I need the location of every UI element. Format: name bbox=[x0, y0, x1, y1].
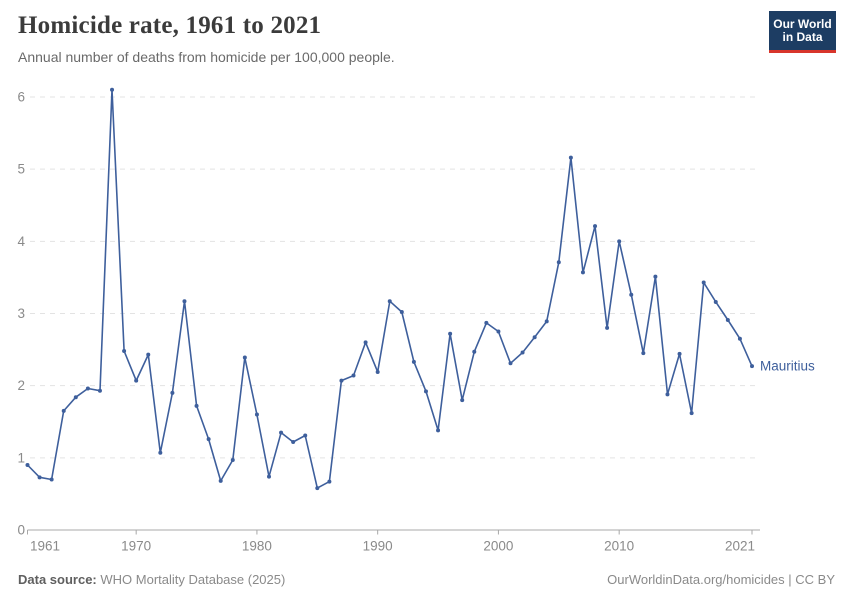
data-point bbox=[387, 299, 392, 304]
data-point bbox=[254, 412, 259, 417]
data-point bbox=[653, 274, 658, 279]
data-point bbox=[689, 411, 694, 416]
data-point bbox=[303, 433, 308, 438]
data-point bbox=[544, 319, 549, 324]
data-point bbox=[750, 364, 754, 369]
data-point bbox=[351, 373, 356, 378]
data-source-label: Data source: bbox=[18, 572, 97, 587]
y-tick-label: 2 bbox=[17, 378, 25, 393]
data-point bbox=[629, 292, 634, 297]
data-point bbox=[230, 457, 235, 462]
data-point bbox=[484, 320, 489, 325]
data-source-value: WHO Mortality Database (2025) bbox=[100, 572, 286, 587]
data-point bbox=[170, 390, 175, 395]
data-point bbox=[520, 350, 525, 355]
page-title: Homicide rate, 1961 to 2021 bbox=[18, 12, 322, 39]
data-point bbox=[593, 224, 598, 229]
data-point bbox=[327, 479, 332, 484]
data-point bbox=[194, 403, 199, 408]
y-tick-label: 6 bbox=[17, 89, 25, 104]
chart-header: Homicide rate, 1961 to 2021 Annual numbe… bbox=[18, 12, 740, 65]
x-tick-label: 1990 bbox=[363, 539, 393, 554]
x-tick-label: 2010 bbox=[604, 539, 634, 554]
data-point bbox=[713, 299, 718, 304]
data-point bbox=[399, 310, 404, 315]
data-point bbox=[267, 474, 271, 479]
x-tick-label: 2000 bbox=[483, 539, 513, 554]
data-point bbox=[580, 270, 585, 275]
data-point bbox=[737, 336, 742, 341]
data-point bbox=[339, 378, 344, 383]
data-point bbox=[472, 349, 477, 354]
y-tick-label: 3 bbox=[17, 306, 25, 321]
data-point bbox=[460, 398, 465, 403]
data-point bbox=[279, 430, 284, 435]
data-point bbox=[436, 428, 441, 433]
x-tick-label: 1970 bbox=[121, 539, 151, 554]
data-point bbox=[411, 359, 416, 364]
owid-logo: Our World in Data bbox=[769, 11, 836, 53]
data-point bbox=[605, 325, 610, 330]
data-point bbox=[315, 486, 320, 491]
data-point bbox=[110, 87, 115, 92]
data-point bbox=[677, 351, 682, 356]
data-point bbox=[134, 378, 139, 383]
data-point bbox=[725, 317, 730, 322]
data-point bbox=[218, 478, 223, 483]
data-point bbox=[37, 475, 42, 480]
data-point bbox=[496, 329, 501, 334]
x-tick-label: 2021 bbox=[725, 539, 755, 554]
data-point bbox=[423, 389, 428, 394]
y-tick-label: 1 bbox=[17, 450, 25, 465]
x-tick-label: 1961 bbox=[30, 539, 60, 554]
series-line-mauritius bbox=[26, 89, 753, 489]
y-tick-label: 5 bbox=[17, 162, 25, 177]
y-tick-label: 4 bbox=[17, 234, 25, 249]
data-point bbox=[122, 349, 127, 354]
series-end-label-mauritius: Mauritius bbox=[760, 359, 815, 374]
data-point bbox=[291, 439, 296, 444]
chart-footer: Data source: WHO Mortality Database (202… bbox=[18, 572, 835, 587]
owid-logo-line1: Our World bbox=[773, 16, 832, 31]
data-point bbox=[556, 260, 561, 265]
data-point bbox=[85, 386, 90, 391]
attribution: OurWorldinData.org/homicides | CC BY bbox=[607, 572, 835, 587]
data-point bbox=[448, 331, 453, 336]
data-point bbox=[146, 352, 151, 357]
y-tick-label: 0 bbox=[17, 523, 25, 538]
data-point bbox=[363, 340, 368, 345]
data-point bbox=[617, 239, 622, 244]
data-point bbox=[49, 477, 54, 482]
x-tick-label: 1980 bbox=[242, 539, 272, 554]
data-point bbox=[25, 463, 30, 468]
data-point bbox=[508, 361, 513, 366]
data-point bbox=[242, 355, 247, 360]
data-point bbox=[73, 395, 78, 400]
data-point bbox=[182, 299, 187, 304]
data-point bbox=[701, 280, 706, 285]
data-point bbox=[97, 388, 102, 393]
data-point bbox=[206, 437, 211, 442]
owid-logo-line2: in Data bbox=[782, 29, 823, 44]
data-point bbox=[665, 392, 670, 397]
data-point bbox=[61, 408, 66, 413]
data-point bbox=[532, 335, 537, 340]
data-point bbox=[375, 369, 380, 374]
data-source: Data source: WHO Mortality Database (202… bbox=[18, 572, 285, 587]
chart-subtitle: Annual number of deaths from homicide pe… bbox=[18, 49, 395, 65]
data-point bbox=[568, 155, 573, 160]
data-point bbox=[641, 351, 646, 356]
data-point bbox=[158, 450, 163, 455]
